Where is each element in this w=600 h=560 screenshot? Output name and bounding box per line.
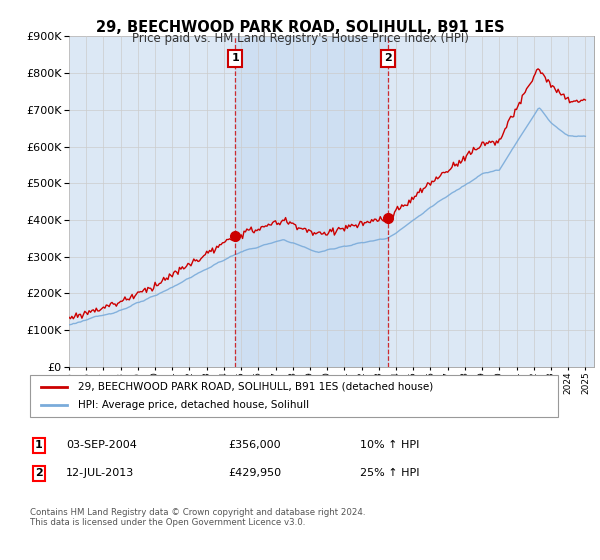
Text: Contains HM Land Registry data © Crown copyright and database right 2024.
This d: Contains HM Land Registry data © Crown c…: [30, 508, 365, 528]
FancyBboxPatch shape: [30, 375, 558, 417]
Text: 29, BEECHWOOD PARK ROAD, SOLIHULL, B91 1ES (detached house): 29, BEECHWOOD PARK ROAD, SOLIHULL, B91 1…: [77, 382, 433, 392]
Text: 10% ↑ HPI: 10% ↑ HPI: [360, 440, 419, 450]
Text: £429,950: £429,950: [228, 468, 281, 478]
Text: 12-JUL-2013: 12-JUL-2013: [66, 468, 134, 478]
Text: 03-SEP-2004: 03-SEP-2004: [66, 440, 137, 450]
Text: 1: 1: [232, 53, 239, 63]
Text: 1: 1: [35, 440, 43, 450]
Bar: [235, 36, 388, 367]
Text: 2: 2: [35, 468, 43, 478]
Text: Price paid vs. HM Land Registry's House Price Index (HPI): Price paid vs. HM Land Registry's House …: [131, 32, 469, 45]
Text: £356,000: £356,000: [228, 440, 281, 450]
Text: 25% ↑ HPI: 25% ↑ HPI: [360, 468, 419, 478]
Text: 2: 2: [384, 53, 392, 63]
Text: 29, BEECHWOOD PARK ROAD, SOLIHULL, B91 1ES: 29, BEECHWOOD PARK ROAD, SOLIHULL, B91 1…: [95, 20, 505, 35]
Text: HPI: Average price, detached house, Solihull: HPI: Average price, detached house, Soli…: [77, 400, 308, 410]
